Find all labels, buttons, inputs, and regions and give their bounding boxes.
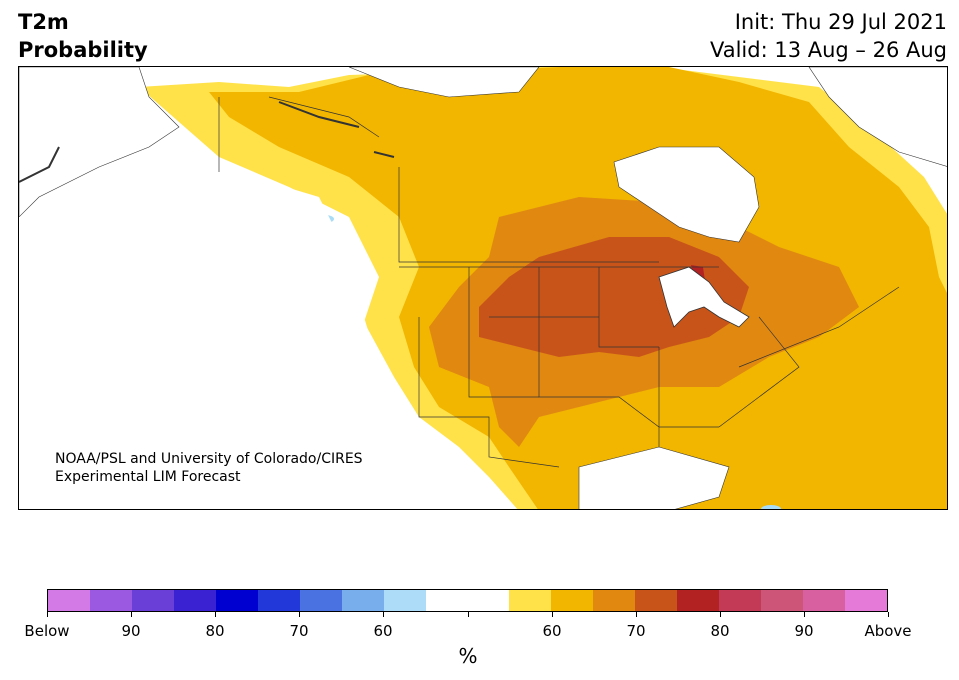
region-below-60-south bbox=[761, 505, 781, 509]
probability-map bbox=[18, 66, 948, 510]
colorbar-tick-label: 80 bbox=[710, 622, 730, 640]
great-lakes bbox=[658, 266, 750, 328]
colorbar-tick-label: Above bbox=[864, 622, 912, 640]
init-date: Init: Thu 29 Jul 2021 bbox=[734, 10, 947, 34]
colorbar-tick-label: 70 bbox=[289, 622, 309, 640]
colorbar-swatch-16 bbox=[719, 590, 762, 611]
map-title: T2m Probability bbox=[18, 8, 148, 64]
colorbar bbox=[47, 589, 888, 612]
colorbar-swatch-4 bbox=[215, 590, 258, 611]
colorbar-swatch-19 bbox=[845, 590, 888, 611]
colorbar-swatch-15 bbox=[677, 590, 720, 611]
colorbar-tick-mark bbox=[888, 612, 889, 617]
colorbar-unit: % bbox=[458, 644, 478, 668]
colorbar-tick-label: 60 bbox=[542, 622, 562, 640]
colorbar-swatch-17 bbox=[761, 590, 804, 611]
political-borders bbox=[218, 96, 900, 468]
colorbar-tick-mark bbox=[720, 612, 721, 617]
colorbar-tick-mark bbox=[47, 612, 48, 617]
pacific-ocean bbox=[19, 167, 488, 509]
colorbar-tick-label: 90 bbox=[121, 622, 141, 640]
title-line-2: Probability bbox=[18, 38, 148, 62]
colorbar-swatch-9 bbox=[425, 590, 468, 611]
rivers bbox=[19, 101, 395, 183]
colorbar-tick-mark bbox=[299, 612, 300, 617]
colorbar-tick-mark bbox=[383, 612, 384, 617]
colorbar-swatch-7 bbox=[341, 590, 384, 611]
colorbar-swatch-14 bbox=[635, 590, 678, 611]
colorbar-tick-mark bbox=[636, 612, 637, 617]
colorbar-swatch-5 bbox=[257, 590, 300, 611]
date-info: Init: Thu 29 Jul 2021 Valid: 13 Aug – 26… bbox=[710, 8, 947, 64]
colorbar-swatch-2 bbox=[131, 590, 174, 611]
credit-line-2: Experimental LIM Forecast bbox=[55, 469, 241, 485]
colorbar-swatch-11 bbox=[509, 590, 552, 611]
credit: NOAA/PSL and University of Colorado/CIRE… bbox=[55, 450, 363, 486]
colorbar-swatch-18 bbox=[803, 590, 846, 611]
colorbar-tick-mark bbox=[468, 612, 469, 617]
colorbar-tick-label: 90 bbox=[794, 622, 814, 640]
colorbar-swatch-3 bbox=[173, 590, 216, 611]
title-line-1: T2m bbox=[18, 10, 69, 34]
colorbar-swatch-8 bbox=[383, 590, 426, 611]
arctic-islands bbox=[348, 67, 540, 98]
colorbar-tick-label: 70 bbox=[626, 622, 646, 640]
map-canvas bbox=[19, 67, 947, 509]
colorbar-tick-mark bbox=[131, 612, 132, 617]
colorbar-tick-mark bbox=[552, 612, 553, 617]
credit-line-1: NOAA/PSL and University of Colorado/CIRE… bbox=[55, 451, 363, 467]
colorbar-swatch-13 bbox=[593, 590, 636, 611]
colorbar-tick-label: 80 bbox=[205, 622, 225, 640]
colorbar-swatch-0 bbox=[48, 590, 90, 611]
colorbar-swatch-6 bbox=[299, 590, 342, 611]
colorbar-tick-mark bbox=[215, 612, 216, 617]
colorbar-tick-label: 60 bbox=[373, 622, 393, 640]
valid-date: Valid: 13 Aug – 26 Aug bbox=[709, 38, 947, 62]
colorbar-swatch-10 bbox=[467, 590, 510, 611]
colorbar-tick-label: Below bbox=[24, 622, 70, 640]
colorbar-swatch-12 bbox=[551, 590, 594, 611]
hudson-bay bbox=[613, 146, 760, 243]
alaska-coast bbox=[19, 67, 180, 218]
colorbar-tick-mark bbox=[804, 612, 805, 617]
greenland bbox=[808, 67, 947, 167]
colorbar-swatch-1 bbox=[89, 590, 132, 611]
